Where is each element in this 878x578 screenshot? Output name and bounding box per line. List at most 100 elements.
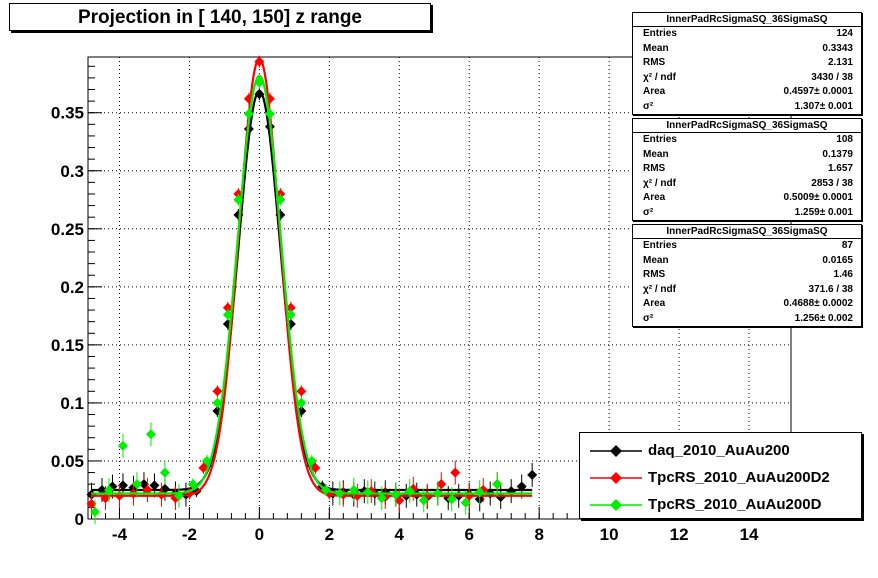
data-point [100,493,111,504]
stats-value: 108 [836,134,853,145]
legend-item-daq: daq_2010_AuAu200 [580,438,861,464]
stats-key: Area [643,298,666,309]
data-point [222,309,233,320]
legend-marker-tpcrs-d2 [590,472,642,484]
axes: -4 -2 0 2 4 6 8 10 12 14 0 0.05 0.1 0.15 0.2 0.25 0.3 0.3… [51,65,778,544]
stats-key: χ² / ndf [643,283,676,295]
stats-row: Entries 124 [633,27,861,42]
y-tick-label: 0.15 [51,336,84,355]
stats-box: InnerPadRcSigmaSQ_36SigmaSQ Entries 108 Mea… [632,118,862,221]
stats-box-title: InnerPadRcSigmaSQ_36SigmaSQ [633,225,861,239]
stats-row: Mean 0.1379 [633,148,861,163]
y-tick-label: 0.1 [60,394,84,413]
data-point [296,386,307,397]
legend-label: TpcRS_2010_AuAu200D [648,496,822,513]
stats-value: 1.657 [827,163,853,174]
stats-key: RMS [643,269,666,280]
data-point [348,484,359,495]
data-point [404,486,415,497]
y-tick-label: 0.35 [51,104,84,123]
chart-title: Projection in [ 140, 150] z range [9,3,431,31]
data-point [376,493,387,504]
legend-item-tpcrs-d: TpcRS_2010_AuAu200D [580,492,861,518]
data-point [516,481,527,492]
stats-value: 0.1379 [822,148,853,160]
data-point [320,484,331,495]
x-tick-label: 8 [534,525,543,544]
data-point [222,302,233,313]
stats-row: Entries 87 [633,239,861,254]
stats-value: 371.6 / 38 [808,283,853,295]
data-point [474,487,485,498]
data-point [275,194,286,205]
y-tick-label: 0.25 [51,220,84,239]
stats-key: χ² / ndf [643,71,676,83]
data-point [159,467,170,478]
data-point [117,440,128,451]
stats-key: χ² / ndf [643,177,676,189]
data-point [264,108,275,119]
stats-row: Entries 108 [633,133,861,148]
data-point [233,194,244,205]
stats-row: RMS 1.657 [633,162,861,177]
stats-key: Entries [643,240,677,251]
y-tick-label: 0 [75,510,84,529]
stats-value: 1.307± 0.001 [794,100,853,112]
stats-value: 0.0165 [822,254,853,266]
stats-key: σ² [643,312,654,324]
data-point [254,89,265,100]
legend-label: daq_2010_AuAu200 [648,442,790,459]
stats-row: RMS 2.131 [633,56,861,71]
stats-value: 0.5009± 0.0001 [783,192,853,203]
data-point [527,469,538,480]
stats-key: Mean [643,42,669,54]
data-point [334,488,345,499]
stats-box-title: InnerPadRcSigmaSQ_36SigmaSQ [633,13,861,27]
data-point [310,462,321,473]
stats-row: Area 0.4688± 0.0002 [633,297,861,312]
stats-box-title: InnerPadRcSigmaSQ_36SigmaSQ [633,119,861,133]
data-point [173,490,184,501]
data-point [362,487,373,498]
stats-key: RMS [643,163,666,174]
data-point [86,498,97,509]
stats-value: 0.3343 [822,42,853,54]
y-tick-label: 0.05 [51,452,84,471]
data-point [418,495,429,506]
x-tick-label: 2 [325,525,334,544]
stats-value: 1.46 [833,269,853,280]
stats-row: σ² 1.256± 0.002 [633,312,861,327]
stats-row: χ² / ndf 2853 / 38 [633,177,861,192]
data-point [187,479,198,490]
x-tick-label: 12 [670,525,689,544]
data-point [450,467,461,478]
x-tick-label: -4 [112,525,128,544]
x-tick-label: 10 [600,525,619,544]
data-point [156,489,167,500]
stats-value: 0.4688± 0.0002 [783,298,853,309]
stats-value: 124 [836,28,853,39]
fit-curve [91,74,533,495]
data-point [296,397,307,408]
data-point [492,479,503,490]
data-point [436,479,447,490]
data-point [254,77,265,88]
stats-key: Entries [643,28,677,39]
y-tick-label: 0.3 [60,162,84,181]
stats-row: Area 0.5009± 0.0001 [633,191,861,206]
legend-marker-tpcrs-d [590,499,642,511]
data-point [117,480,128,491]
stats-key: σ² [643,206,654,218]
legend-marker-daq [590,445,642,457]
data-point [432,488,443,499]
series-1 [86,55,533,516]
data-point [254,56,265,67]
stats-row: Area 0.4597± 0.0001 [633,85,861,100]
data-point [145,429,156,440]
data-point [198,462,209,473]
stats-row: Mean 0.0165 [633,254,861,269]
data-point [390,489,401,500]
data-point [212,386,223,397]
data-point [103,484,114,495]
y-tick-label: 0.2 [60,278,84,297]
